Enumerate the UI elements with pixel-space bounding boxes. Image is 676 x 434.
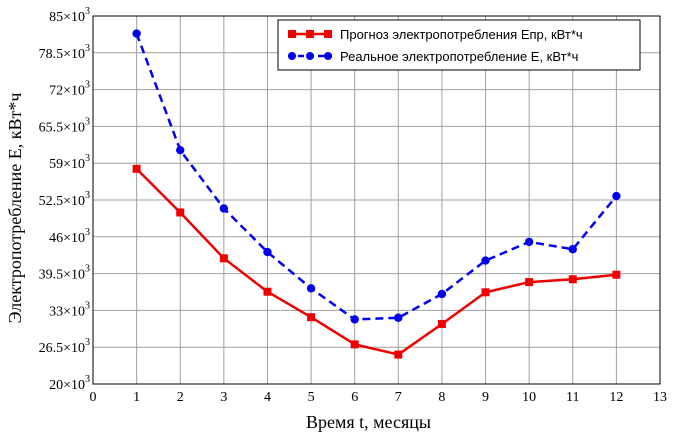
data-point xyxy=(219,254,228,263)
x-tick-label: 7 xyxy=(395,390,402,405)
data-point xyxy=(176,145,185,155)
data-point xyxy=(568,245,577,254)
y-tick-label: 52.5×103 xyxy=(39,190,90,209)
data-point xyxy=(350,315,359,324)
legend-marker xyxy=(324,30,332,38)
series-2 xyxy=(132,29,621,324)
legend-item: Прогноз электропотребления Епр, кВт*ч xyxy=(288,27,583,42)
data-point xyxy=(568,275,577,284)
x-tick-label: 1 xyxy=(133,390,140,405)
data-point xyxy=(481,256,490,265)
data-point xyxy=(612,270,621,279)
x-axis-title: Время t, месяцы xyxy=(306,412,431,432)
x-tick-label: 2 xyxy=(177,390,184,405)
data-point xyxy=(350,340,359,349)
legend: Прогноз электропотребления Епр, кВт*ч Реа… xyxy=(277,19,641,71)
data-point xyxy=(437,289,447,299)
y-tick-label: 26.5×103 xyxy=(39,337,90,356)
y-tick-label: 85×103 xyxy=(49,6,90,25)
series-1 xyxy=(132,164,621,359)
legend-marker xyxy=(324,52,332,60)
data-point xyxy=(525,278,534,287)
axes: 0 1 2 3 4 5 6 7 8 9 10 11 12 1320×10326.5×10333×10339… xyxy=(5,6,667,432)
data-point xyxy=(306,284,316,293)
plot-area xyxy=(132,29,621,359)
data-point xyxy=(263,287,272,296)
data-point xyxy=(481,288,490,297)
data-point xyxy=(612,191,621,201)
legend-marker xyxy=(288,30,296,38)
data-point xyxy=(176,208,185,217)
y-tick-label: 20×103 xyxy=(49,374,90,393)
y-tick-label: 65.5×103 xyxy=(39,116,90,135)
x-tick-label: 12 xyxy=(609,390,623,405)
y-tick-label: 33×103 xyxy=(49,300,90,319)
x-tick-label: 13 xyxy=(653,390,667,405)
data-point xyxy=(132,164,141,173)
y-tick-label: 78.5×103 xyxy=(39,43,90,62)
y-tick-label: 72×103 xyxy=(49,80,90,99)
legend-box xyxy=(277,19,641,71)
data-point xyxy=(307,313,316,322)
series-line xyxy=(135,33,618,321)
x-tick-label: 5 xyxy=(308,390,315,405)
y-tick-label: 59×103 xyxy=(49,153,90,172)
legend-label: Реальное электропотребление E, кВт*ч xyxy=(340,49,578,64)
data-point xyxy=(437,319,446,328)
data-point xyxy=(394,313,403,322)
data-point xyxy=(132,29,141,38)
legend-label: Прогноз электропотребления Епр, кВт*ч xyxy=(340,27,583,42)
legend-marker xyxy=(306,30,314,38)
legend-marker xyxy=(288,52,296,60)
y-tick-label: 39.5×103 xyxy=(39,264,90,283)
x-tick-label: 8 xyxy=(438,390,445,405)
x-tick-label: 4 xyxy=(264,390,271,405)
data-point xyxy=(524,237,534,247)
y-axis-title: Электропотребление E, кВт*ч xyxy=(5,93,25,324)
grid xyxy=(93,16,660,384)
x-tick-label: 9 xyxy=(482,390,489,405)
y-tick-label: 46×103 xyxy=(49,227,90,246)
x-tick-label: 6 xyxy=(351,390,358,405)
x-tick-label: 10 xyxy=(522,390,536,405)
legend-marker xyxy=(306,52,314,60)
series-line xyxy=(135,167,617,356)
data-point xyxy=(394,350,403,359)
legend-item: Реальное электропотребление E, кВт*ч xyxy=(288,49,578,64)
plot-frame xyxy=(92,15,661,385)
x-tick-label: 0 xyxy=(90,390,97,405)
x-tick-label: 3 xyxy=(220,390,227,405)
data-point xyxy=(219,204,229,213)
x-tick-label: 11 xyxy=(566,390,579,405)
data-point xyxy=(263,247,272,257)
